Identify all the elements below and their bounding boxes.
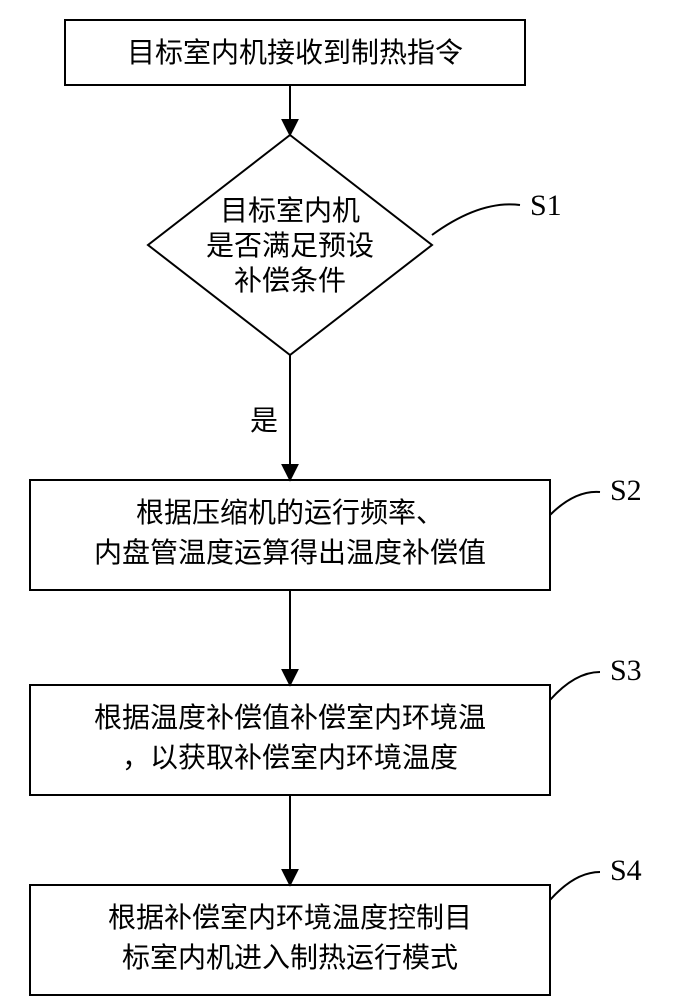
- edge-label: 是: [250, 406, 278, 437]
- node-s3: 根据温度补偿值补偿室内环境温 ，以获取补偿室内环境温度 S3: [30, 654, 642, 795]
- node-s4: 根据补偿室内环境温度控制目标室内机进入制热运行模式 S4: [30, 854, 642, 995]
- node-text: 目标室内机接收到制热指令: [127, 37, 463, 69]
- leader-line: [432, 204, 520, 235]
- node-text: 标室内机进入制热运行模式: [122, 942, 458, 974]
- step-label: S2: [610, 474, 642, 507]
- node-text: 内盘管温度运算得出温度补偿值: [94, 537, 486, 569]
- node-text: 补偿条件: [234, 265, 346, 297]
- node-text: ，以获取补偿室内环境温度: [122, 742, 458, 774]
- leader-line: [550, 672, 600, 700]
- step-label: S1: [530, 189, 562, 222]
- node-text: 是否满足预设: [206, 230, 374, 262]
- node-text: 目标室内机: [220, 195, 360, 227]
- step-label: S3: [610, 654, 642, 687]
- node-decision: 目标室内机是否满足预设补偿条件 S1: [148, 135, 562, 355]
- node-text: 根据温度补偿值补偿室内环境温: [94, 702, 486, 734]
- edge-1: 是: [250, 355, 290, 480]
- flowchart: 目标室内机接收到制热指令目标室内机是否满足预设补偿条件 S1 根据压缩机的运行频率、…: [0, 0, 690, 1000]
- leader-line: [550, 872, 600, 900]
- node-text: 根据补偿室内环境温度控制目: [108, 902, 472, 934]
- node-start: 目标室内机接收到制热指令: [65, 20, 525, 85]
- node-text: 根据压缩机的运行频率、: [136, 497, 444, 529]
- leader-line: [550, 492, 600, 515]
- step-label: S4: [610, 854, 642, 887]
- node-s2: 根据压缩机的运行频率、内盘管温度运算得出温度补偿值 S2: [30, 474, 642, 590]
